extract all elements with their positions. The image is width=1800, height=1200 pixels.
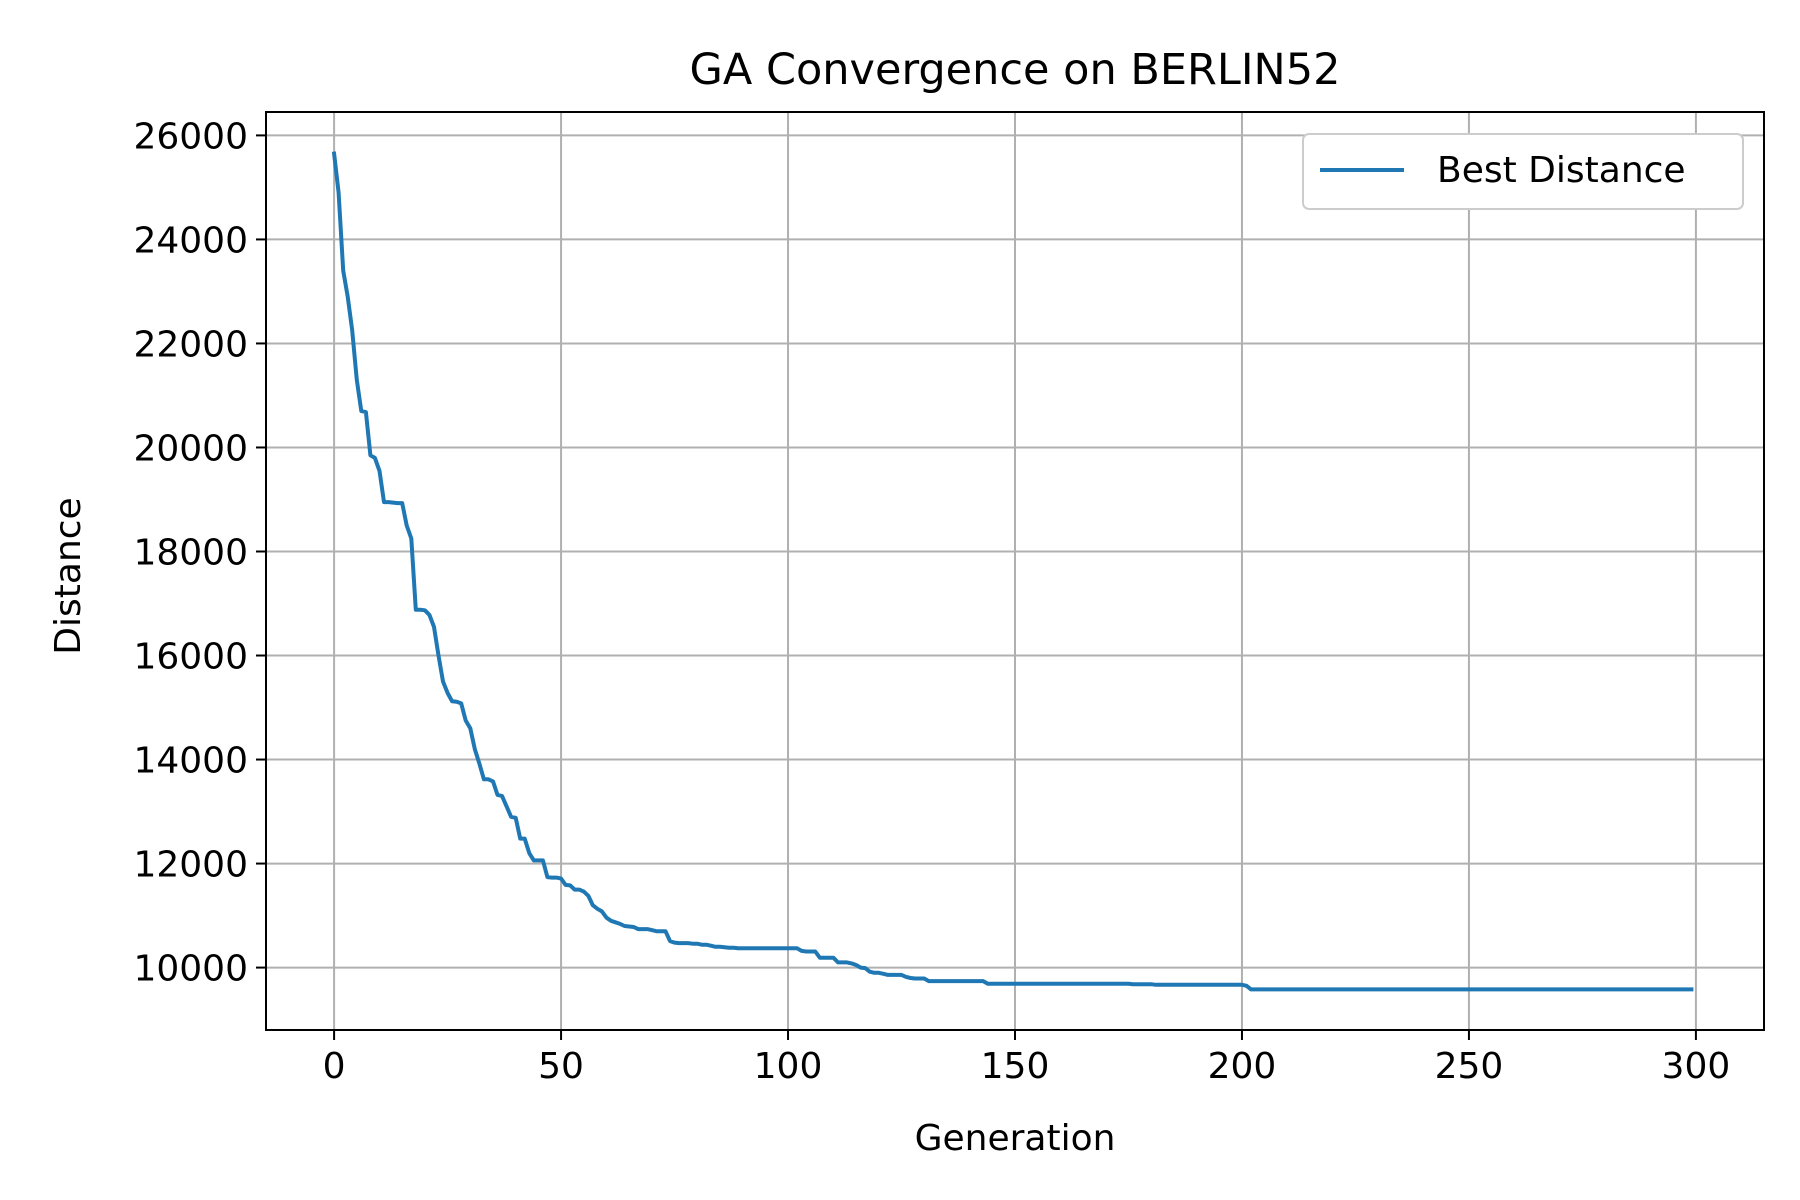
x-tick-label: 200: [1208, 1046, 1277, 1087]
y-axis-ticks: 10000 12000 14000 16000 18000 20000 22000 24000…: [133, 116, 266, 990]
legend-box: [1302, 133, 1744, 210]
y-tick-label: 18000: [133, 532, 248, 573]
y-tick-label: 22000: [133, 324, 248, 365]
series-line-best-distance: [331, 151, 1694, 992]
legend: Best Distance: [1302, 133, 1744, 210]
x-tick-label: 0: [323, 1046, 346, 1087]
x-tick-label: 300: [1662, 1046, 1731, 1087]
y-tick-label: 14000: [133, 741, 248, 782]
x-tick-label: 250: [1435, 1046, 1504, 1087]
x-tick-label: 150: [981, 1046, 1050, 1087]
legend-label-best-distance: Best Distance: [1437, 150, 1686, 191]
y-tick-label: 16000: [133, 637, 248, 678]
y-tick-label: 20000: [133, 428, 248, 469]
x-tick-label: 100: [754, 1046, 823, 1087]
chart-title: GA Convergence on BERLIN52: [690, 45, 1341, 95]
series-layer: [331, 151, 1694, 992]
x-tick-label: 50: [538, 1046, 584, 1087]
x-axis-ticks: 0 50 100 150 200 250 300: [323, 1030, 1731, 1087]
x-axis-label: Generation: [915, 1118, 1116, 1159]
y-axis-label: Distance: [48, 497, 89, 654]
y-tick-label: 10000: [133, 949, 248, 990]
y-tick-label: 26000: [133, 116, 248, 157]
grid: [266, 112, 1764, 1030]
y-tick-label: 24000: [133, 220, 248, 261]
y-tick-label: 12000: [133, 845, 248, 886]
